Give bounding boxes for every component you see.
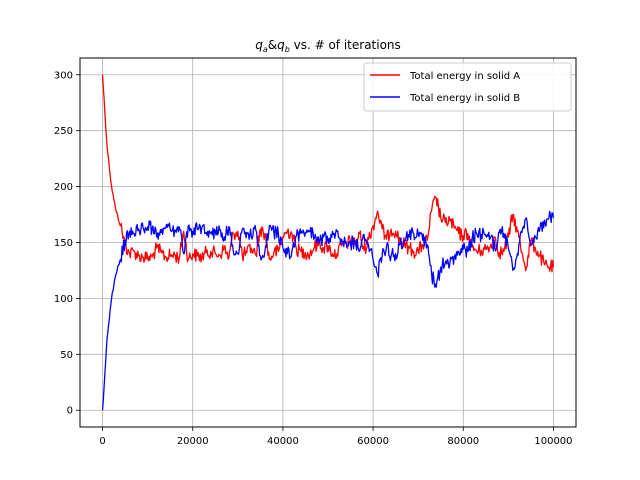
series-line-solid-b — [101, 210, 555, 411]
x-tick-label: 100000 — [534, 436, 572, 447]
legend-box — [363, 62, 572, 112]
title-q-b: q — [277, 38, 285, 52]
y-tick-label: 150 — [54, 238, 73, 249]
y-tick-label: 300 — [54, 70, 73, 81]
y-tick-label: 100 — [54, 294, 73, 305]
series-group — [101, 74, 555, 411]
y-axis-ticks: 0 50 100 150 200 250 300 — [54, 70, 80, 417]
x-tick-label: 80000 — [447, 436, 479, 447]
title-rest: vs. # of iterations — [290, 38, 401, 52]
y-tick-label: 0 — [67, 406, 73, 417]
chart-title: qa&qb vs. # of iterations — [255, 38, 401, 54]
y-tick-label: 50 — [60, 350, 73, 361]
title-ampersand: & — [268, 38, 277, 52]
title-q-a: q — [255, 38, 263, 52]
series-line-solid-a — [101, 74, 555, 273]
x-tick-label: 60000 — [357, 436, 389, 447]
y-tick-label: 200 — [54, 182, 73, 193]
legend: Total energy in solid A Total energy in … — [363, 62, 572, 112]
legend-label-a: Total energy in solid A — [409, 71, 520, 82]
x-axis-ticks: 0 20000 40000 60000 80000 100000 — [99, 427, 573, 447]
legend-label-b: Total energy in solid B — [409, 93, 520, 104]
title-sub-a: a — [263, 45, 268, 54]
y-tick-label: 250 — [54, 126, 73, 137]
x-tick-label: 20000 — [177, 436, 209, 447]
x-tick-label: 0 — [99, 436, 105, 447]
title-sub-b: b — [285, 45, 290, 54]
x-tick-label: 40000 — [267, 436, 299, 447]
